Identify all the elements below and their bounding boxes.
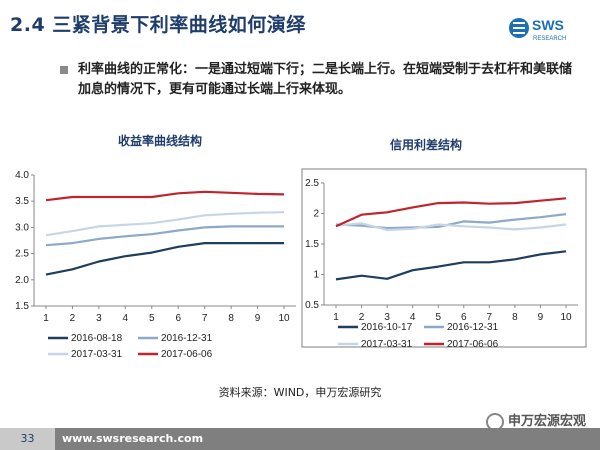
chart-title-yield-curve: 收益率曲线结构 bbox=[118, 134, 203, 148]
legend-label: 2017-06-06 bbox=[447, 339, 499, 350]
x-tick-label: 10 bbox=[278, 313, 290, 324]
y-tick-label: 3.5 bbox=[15, 196, 29, 207]
page-title: 2.4 三紧背景下利率曲线如何演绎 bbox=[10, 14, 306, 36]
series-line-2016-12-31 bbox=[45, 225, 284, 247]
y-tick-label: 0.5 bbox=[305, 300, 319, 311]
footer-bar: 33 www.swsresearch.com bbox=[0, 428, 600, 450]
legend-label: 2016-10-17 bbox=[361, 322, 413, 333]
y-tick-label: 1.5 bbox=[15, 301, 29, 312]
x-tick-label: 6 bbox=[461, 312, 467, 323]
legend-label: 2016-12-31 bbox=[161, 333, 213, 344]
logo-subtext: RESEARCH bbox=[533, 36, 566, 42]
bullet-text: 利率曲线的正常化：一是通过短端下行；二是长端上行。在短端受制于去杠杆和美联储加息… bbox=[78, 62, 573, 97]
legend-label: 2016-12-31 bbox=[447, 322, 499, 333]
x-tick-label: 4 bbox=[123, 313, 129, 324]
x-tick-label: 8 bbox=[228, 313, 234, 324]
series-line-2016-10-17 bbox=[335, 250, 567, 281]
x-tick-label: 10 bbox=[560, 312, 572, 323]
legend-label: 2017-06-06 bbox=[161, 349, 213, 360]
x-tick-label: 2 bbox=[70, 313, 76, 324]
chart-border bbox=[301, 168, 587, 348]
watermark-text: 申万宏源宏观 bbox=[507, 414, 586, 429]
x-tick-label: 7 bbox=[487, 312, 493, 323]
series-line-2017-06-06 bbox=[335, 197, 567, 228]
sws-logo: SWS RESEARCH bbox=[509, 17, 566, 42]
series-line-2017-03-31 bbox=[45, 211, 285, 237]
y-tick-label: 2.5 bbox=[305, 178, 319, 189]
bullet-point: 利率曲线的正常化：一是通过短端下行；二是长端上行。在短端受制于去杠杆和美联储加息… bbox=[60, 60, 580, 100]
page-number: 33 bbox=[0, 428, 55, 450]
y-tick-label: 1.5 bbox=[305, 239, 319, 250]
chart-title-credit-spread: 信用利差结构 bbox=[390, 138, 463, 152]
y-tick-label: 2.5 bbox=[15, 249, 29, 260]
y-tick-label: 2 bbox=[313, 209, 319, 220]
x-tick-label: 4 bbox=[410, 312, 416, 323]
x-tick-label: 8 bbox=[512, 312, 518, 323]
x-tick-label: 9 bbox=[255, 313, 261, 324]
footer-url[interactable]: www.swsresearch.com bbox=[62, 432, 204, 445]
x-tick-label: 9 bbox=[538, 312, 544, 323]
x-tick-label: 2 bbox=[359, 312, 365, 323]
series-line-2017-03-31 bbox=[335, 222, 567, 232]
legend-label: 2016-08-18 bbox=[71, 333, 123, 344]
bullet-square-icon bbox=[60, 66, 68, 74]
y-tick-label: 4.0 bbox=[15, 170, 29, 181]
x-tick-label: 3 bbox=[384, 312, 390, 323]
x-tick-label: 1 bbox=[333, 312, 339, 323]
legend-label: 2017-03-31 bbox=[71, 349, 123, 360]
source-note: 资料来源：WIND，申万宏源研究 bbox=[218, 386, 382, 399]
x-tick-label: 5 bbox=[149, 313, 155, 324]
x-tick-label: 6 bbox=[175, 313, 181, 324]
series-line-2016-08-18 bbox=[45, 242, 284, 276]
y-tick-label: 2.0 bbox=[15, 275, 29, 286]
x-tick-label: 3 bbox=[96, 313, 102, 324]
y-tick-label: 1 bbox=[313, 270, 319, 281]
series-line-2017-06-06 bbox=[45, 190, 285, 202]
x-tick-label: 7 bbox=[202, 313, 208, 324]
x-tick-label: 1 bbox=[43, 313, 49, 324]
logo-text: SWS bbox=[532, 17, 564, 33]
y-tick-label: 3.0 bbox=[15, 222, 29, 233]
x-tick-label: 5 bbox=[435, 312, 441, 323]
legend-label: 2017-03-31 bbox=[361, 339, 413, 350]
